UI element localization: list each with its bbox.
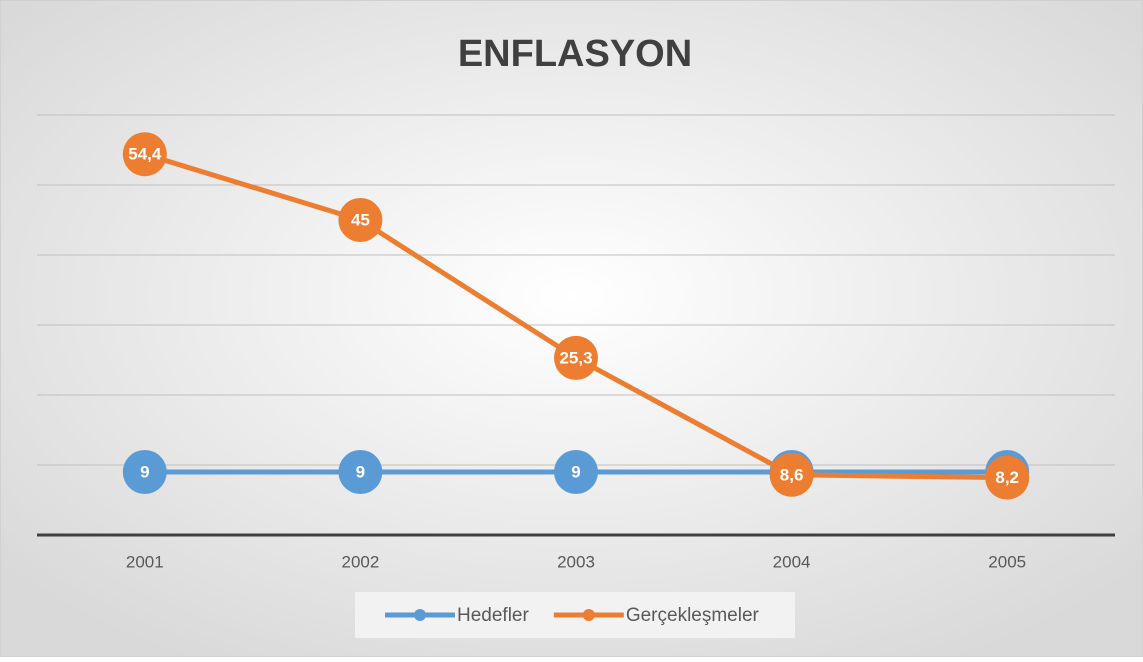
x-tick-label: 2003 (557, 552, 595, 571)
marker (554, 335, 598, 380)
marker (769, 452, 814, 497)
marker (338, 450, 383, 494)
data-label: 8,6 (780, 465, 804, 484)
data-label: 9 (140, 462, 149, 481)
legend-label: Gerçekleşmeler (626, 605, 760, 626)
x-tick-label: 2002 (341, 552, 379, 571)
marker (338, 198, 383, 242)
x-tick-label: 2005 (988, 552, 1026, 571)
marker (985, 455, 1030, 500)
marker (122, 132, 167, 177)
legend-marker (414, 609, 426, 621)
legend-label: Hedefler (457, 605, 529, 626)
data-label: 9 (356, 462, 365, 481)
data-label: 45 (351, 210, 370, 229)
data-label: 54,4 (128, 145, 162, 164)
x-tick-label: 2004 (773, 552, 811, 571)
data-label: 25,3 (559, 348, 592, 367)
marker (554, 450, 598, 494)
legend-marker (582, 609, 595, 621)
marker (122, 450, 167, 494)
data-label: 8,2 (995, 468, 1019, 487)
x-tick-label: 2001 (126, 552, 164, 571)
data-label: 9 (571, 462, 580, 481)
chart-title: ENFLASYON (458, 33, 692, 75)
